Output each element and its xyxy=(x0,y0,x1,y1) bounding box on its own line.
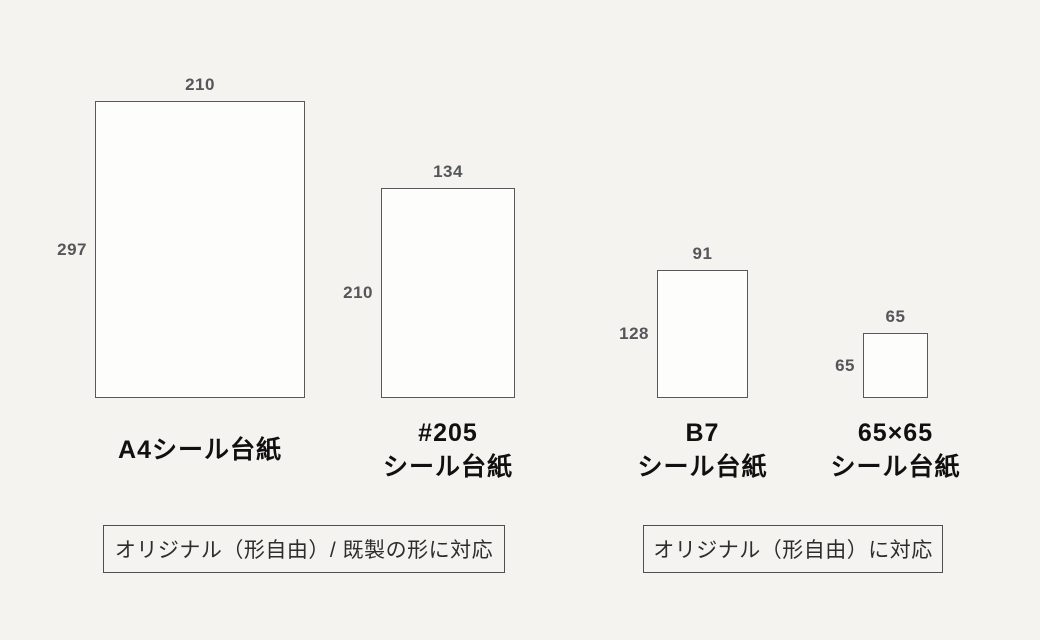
note-original-shapes-only: オリジナル（形自由）に対応 xyxy=(643,525,943,573)
board-rect-65x65: 65 65 65×65 シール台紙 xyxy=(830,307,959,481)
note-text: オリジナル（形自由）/ 既製の形に対応 xyxy=(114,539,494,562)
dimension-height-b7: 128 xyxy=(619,324,649,343)
board-name-line: #205 xyxy=(418,419,478,447)
note-text: オリジナル（形自由）に対応 xyxy=(653,539,933,562)
dimension-height-a4: 297 xyxy=(57,239,87,259)
dimension-height-205: 210 xyxy=(343,283,373,302)
board-rect-205: 134 210 #205 シール台紙 xyxy=(343,162,515,481)
dimension-width-b7: 91 xyxy=(692,244,713,263)
board-name-line: シール台紙 xyxy=(382,453,514,481)
dimension-width-65x65: 65 xyxy=(885,307,906,326)
board-name-b7: B7 シール台紙 xyxy=(637,416,767,484)
board-name-line: シール台紙 xyxy=(830,453,961,481)
dimension-width-a4: 210 xyxy=(185,75,215,94)
dimension-width-205: 134 xyxy=(433,162,463,181)
dimension-height-65x65: 65 xyxy=(835,355,855,375)
board-rect-b7: 91 128 B7 シール台紙 xyxy=(619,244,766,481)
board-name-line: 65×65 xyxy=(857,419,934,447)
board-rect-a4: 210 297 A4シール台紙 xyxy=(57,75,305,464)
board-name-line: シール台紙 xyxy=(637,453,768,481)
board-name-205: #205 シール台紙 xyxy=(383,416,513,484)
board-name-line: A4シール台紙 xyxy=(118,436,282,464)
board-name-a4: A4シール台紙 xyxy=(118,433,282,467)
board-name-65x65: 65×65 シール台紙 xyxy=(830,416,960,484)
board-name-line: B7 xyxy=(685,419,720,447)
note-original-and-preset-shapes: オリジナル（形自由）/ 既製の形に対応 xyxy=(103,525,505,573)
